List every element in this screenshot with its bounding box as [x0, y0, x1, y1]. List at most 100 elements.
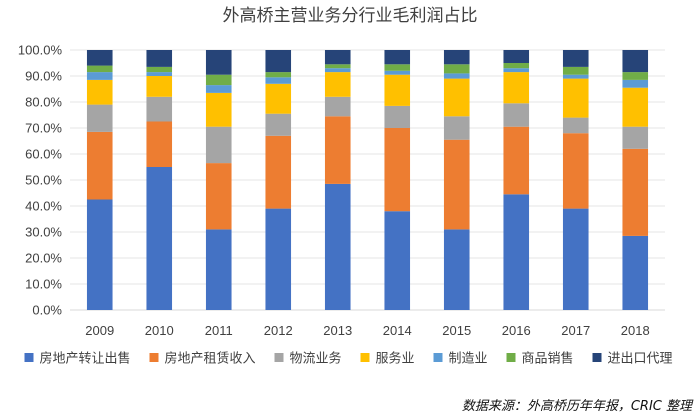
y-tick-label: 20.0% — [25, 251, 62, 266]
y-tick-label: 30.0% — [25, 225, 62, 240]
bar-segment — [443, 73, 470, 79]
y-tick-label: 80.0% — [25, 95, 62, 110]
bar-segment — [384, 211, 411, 310]
bar-segment — [146, 121, 173, 167]
x-tick-label: 2011 — [205, 323, 233, 338]
source-note: 数据来源：外高桥历年年报，CRIC 整理 — [462, 399, 694, 414]
bar-segment — [324, 72, 351, 97]
y-tick-label: 100.0% — [18, 43, 63, 58]
bar-segment — [86, 79, 113, 105]
legend-label: 物流业务 — [290, 351, 342, 367]
bar-segment — [384, 128, 411, 212]
bar-segment — [443, 64, 470, 74]
legend-swatch — [433, 353, 443, 362]
bar-segment — [443, 78, 470, 117]
bar-segment — [86, 104, 113, 132]
legend-label: 商品销售 — [522, 351, 574, 367]
y-tick-label: 10.0% — [25, 277, 62, 292]
bar-segment — [503, 68, 530, 73]
y-axis: 0.0% 10.0% 20.0% 30.0% 40.0% 50.0% 60.0% 70.0% 8… — [18, 43, 63, 318]
bar-segment — [86, 131, 113, 200]
bar-segment — [265, 113, 292, 136]
bar-segment — [265, 83, 292, 114]
bar-segment — [384, 105, 411, 128]
bar-segment — [324, 50, 351, 65]
bar-segment — [324, 68, 351, 73]
bar-segment — [503, 194, 530, 310]
y-tick-label: 40.0% — [25, 199, 62, 214]
x-tick-label: 2009 — [85, 323, 114, 338]
bar-segment — [622, 126, 649, 149]
bar-segment — [146, 167, 173, 310]
bar-segment — [622, 50, 649, 73]
legend-label: 制造业 — [449, 352, 488, 367]
x-tick-label: 2013 — [323, 323, 352, 338]
y-tick-label: 50.0% — [25, 173, 62, 188]
legend-swatch — [274, 353, 284, 362]
bar-segment — [146, 66, 173, 73]
legend-swatch — [24, 353, 34, 362]
y-tick-label: 0.0% — [32, 303, 62, 318]
legend-label: 服务业 — [376, 351, 415, 367]
bar-segment — [265, 135, 292, 209]
legend-label: 房地产租赁收入 — [165, 351, 256, 367]
bar-segment — [205, 229, 232, 310]
bar-segment — [205, 126, 232, 164]
bar-segment — [265, 50, 292, 73]
x-tick-label: 2018 — [621, 323, 650, 338]
bar-segment — [146, 96, 173, 122]
legend-swatch — [360, 353, 370, 362]
bar-segment — [265, 72, 292, 78]
bar-segment — [205, 163, 232, 230]
bar-segment — [384, 64, 411, 71]
x-tick-label: 2014 — [383, 323, 412, 338]
bar-segment — [622, 87, 649, 127]
y-tick-label: 90.0% — [25, 69, 62, 84]
bar-segment — [324, 183, 351, 310]
x-tick-label: 2017 — [561, 323, 590, 338]
legend-swatch — [592, 353, 602, 362]
bar-segment — [443, 229, 470, 310]
legend: 房地产转让出售 房地产租赁收入 物流业务 服务业 制造业 商品销售 进出口代理 — [24, 351, 673, 367]
bar-segment — [562, 117, 589, 134]
bar-segment — [443, 139, 470, 230]
bar-segment — [562, 50, 589, 67]
bar-segment — [562, 74, 589, 79]
bar-segment — [324, 96, 351, 117]
x-tick-label: 2016 — [502, 323, 531, 338]
bar-segment — [503, 126, 530, 195]
x-tick-label: 2010 — [145, 323, 174, 338]
bar-segment — [562, 78, 589, 118]
x-tick-label: 2015 — [442, 323, 471, 338]
chart-title: 外高桥主营业务分行业毛利润占比 — [223, 6, 478, 26]
bar-segment — [205, 74, 232, 86]
legend-swatch — [506, 353, 516, 362]
bar-segment — [86, 72, 113, 80]
bar-segment — [384, 50, 411, 65]
bar-segment — [265, 77, 292, 84]
bar-segment — [622, 148, 649, 236]
bar-segment — [443, 50, 470, 65]
bar-segment — [324, 64, 351, 69]
bar-segment — [205, 85, 232, 93]
bar-segment — [622, 235, 649, 310]
bar-segment — [146, 76, 173, 97]
bar-segment — [86, 50, 113, 66]
bar-segment — [384, 70, 411, 75]
x-tick-label: 2012 — [264, 323, 293, 338]
bar-segment — [205, 50, 232, 75]
bar-segment — [503, 72, 530, 104]
bar-segment — [622, 79, 649, 88]
bar-segment — [562, 133, 589, 209]
y-tick-label: 70.0% — [25, 121, 62, 136]
legend-label: 房地产转让出售 — [40, 351, 131, 367]
bar-segment — [324, 116, 351, 184]
bar-segment — [503, 50, 530, 63]
bar-segment — [384, 74, 411, 106]
bar-segment — [562, 66, 589, 75]
x-axis: 2009 2010 2011 2012 2013 2014 2015 2016 2017 2018 — [85, 323, 649, 338]
bar-segment — [205, 92, 232, 127]
bars — [86, 50, 649, 310]
y-tick-label: 60.0% — [25, 147, 62, 162]
